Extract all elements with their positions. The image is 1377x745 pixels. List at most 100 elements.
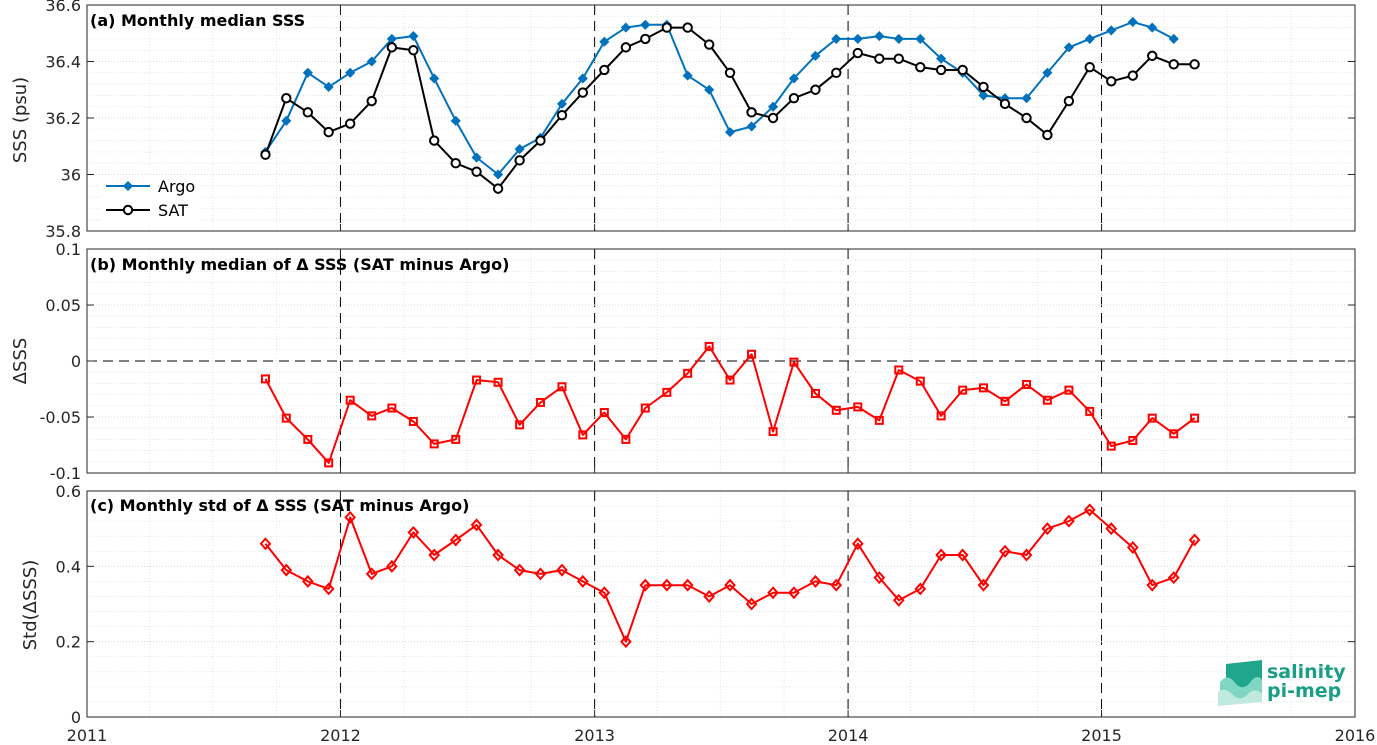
data-point	[893, 53, 904, 64]
wave-logo-icon	[1218, 660, 1262, 706]
data-point	[681, 578, 694, 592]
data-point	[978, 90, 989, 101]
data-point	[725, 375, 735, 385]
data-point	[386, 559, 398, 573]
data-point	[724, 578, 736, 592]
x-tick-label: 2012	[320, 726, 361, 745]
data-point	[429, 135, 440, 146]
data-point	[724, 67, 736, 79]
data-point	[1147, 50, 1158, 62]
data-point	[281, 93, 292, 104]
legend: Argo SAT	[100, 175, 200, 223]
data-point	[302, 67, 313, 78]
panel-c-background	[87, 491, 1355, 717]
data-point	[470, 518, 483, 532]
y-tick-label: 0	[71, 708, 81, 727]
data-point	[831, 67, 842, 79]
panel-a-title: (a) Monthly median SSS	[90, 11, 305, 30]
data-point	[556, 98, 568, 109]
data-point	[345, 395, 355, 405]
data-point	[1106, 441, 1116, 451]
data-point	[1022, 380, 1032, 390]
panel-c-axes-box	[86, 490, 1356, 718]
data-point	[639, 578, 652, 592]
data-point	[599, 408, 609, 418]
data-point	[852, 33, 863, 44]
data-point	[936, 411, 946, 421]
data-point	[958, 385, 968, 395]
series-line-c-0	[264, 508, 1196, 643]
data-point	[1188, 533, 1201, 547]
x-tick-label: 2016	[1335, 726, 1376, 745]
data-point	[449, 533, 462, 547]
data-point	[260, 374, 270, 384]
data-point	[746, 107, 757, 118]
data-point	[682, 70, 693, 81]
data-point	[280, 563, 293, 577]
data-point	[557, 382, 567, 392]
data-point	[703, 589, 716, 603]
data-point	[704, 84, 715, 95]
data-point	[450, 158, 461, 169]
data-point	[620, 22, 631, 33]
data-point	[408, 31, 419, 42]
data-point	[472, 375, 482, 385]
data-point	[345, 67, 356, 78]
data-point	[809, 574, 822, 588]
data-point	[1041, 522, 1054, 536]
y-tick-label: 0.2	[56, 633, 81, 652]
logo-line1: salinity	[1267, 661, 1346, 683]
data-point	[830, 578, 843, 592]
data-point	[1189, 59, 1200, 70]
data-point	[301, 574, 314, 588]
data-point	[1064, 385, 1074, 395]
data-point	[1042, 129, 1053, 141]
data-point	[1128, 436, 1138, 446]
data-point	[1063, 42, 1074, 53]
data-point	[1127, 70, 1138, 81]
data-point	[810, 84, 821, 95]
data-point	[640, 19, 651, 30]
data-point	[810, 50, 821, 61]
data-point	[810, 388, 820, 398]
data-point	[1063, 514, 1075, 528]
data-point	[724, 127, 736, 138]
x-tick-label: 2014	[828, 726, 869, 745]
data-point	[1168, 59, 1179, 70]
data-point	[556, 563, 568, 577]
data-point	[999, 544, 1011, 558]
y-tick-label: 0.1	[56, 240, 81, 259]
data-point	[365, 567, 378, 581]
data-point	[703, 39, 715, 50]
data-point	[915, 33, 926, 44]
series-line-b-0	[264, 345, 1196, 464]
x-tick-label: 2013	[574, 726, 615, 745]
logo-line2: pi-mep	[1267, 680, 1341, 702]
data-point	[1084, 33, 1095, 44]
data-point	[936, 53, 947, 64]
data-point	[1106, 25, 1117, 36]
data-point	[1126, 541, 1139, 554]
data-point	[935, 548, 947, 562]
panel-b-ylabel: ΔSSS	[10, 338, 31, 385]
data-point	[640, 33, 651, 45]
data-point	[831, 405, 841, 415]
data-point	[598, 586, 611, 600]
legend-argo-label: Argo	[158, 177, 195, 196]
panel-c-title: (c) Monthly std of Δ SSS (SAT minus Argo…	[90, 496, 469, 515]
panel-b-chart: -0.1 -0.05 0 0.05 0.1	[40, 240, 1356, 483]
data-point	[914, 582, 927, 596]
data-point	[894, 365, 904, 375]
data-point	[386, 42, 398, 53]
salinity-pi-mep-logo: salinity pi-mep	[1218, 660, 1346, 706]
data-point	[323, 126, 334, 138]
data-point	[450, 115, 461, 126]
data-point	[578, 430, 588, 440]
y-tick-label: 0.05	[45, 296, 81, 315]
data-point	[788, 586, 800, 600]
x-tick-label: 2015	[1081, 726, 1122, 745]
data-point	[429, 73, 440, 84]
data-point	[746, 121, 757, 132]
legend-sat-label: SAT	[158, 201, 188, 220]
